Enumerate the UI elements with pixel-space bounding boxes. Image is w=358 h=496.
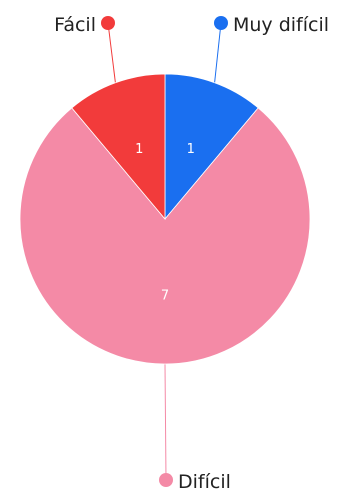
pie-slice-dificil	[19, 107, 311, 365]
pie-category-labels: Muy difícil Difícil Fácil	[54, 14, 329, 493]
leader-line-facil	[107, 22, 116, 83]
pie-slices	[19, 73, 311, 365]
value-label-muy-dificil: 1	[187, 142, 195, 157]
value-label-dificil: 7	[161, 288, 169, 303]
pie-slice-facil	[71, 73, 166, 221]
category-label-facil: Fácil	[54, 14, 96, 36]
pie-value-labels: 1 7 1	[135, 142, 195, 303]
legend-dot-facil	[101, 16, 115, 30]
category-label-dificil: Difícil	[178, 471, 231, 492]
category-label-muy-dificil: Muy difícil	[233, 14, 329, 36]
pie-slice-muy-dificil	[164, 73, 259, 221]
leader-line-dificil	[164, 363, 167, 481]
legend-dot-muy-dificil	[214, 16, 228, 30]
value-label-facil: 1	[135, 142, 143, 157]
legend-dot-dificil	[159, 473, 173, 487]
pie-leader-lines	[107, 22, 222, 481]
leader-line-muy-dificil	[214, 22, 222, 83]
